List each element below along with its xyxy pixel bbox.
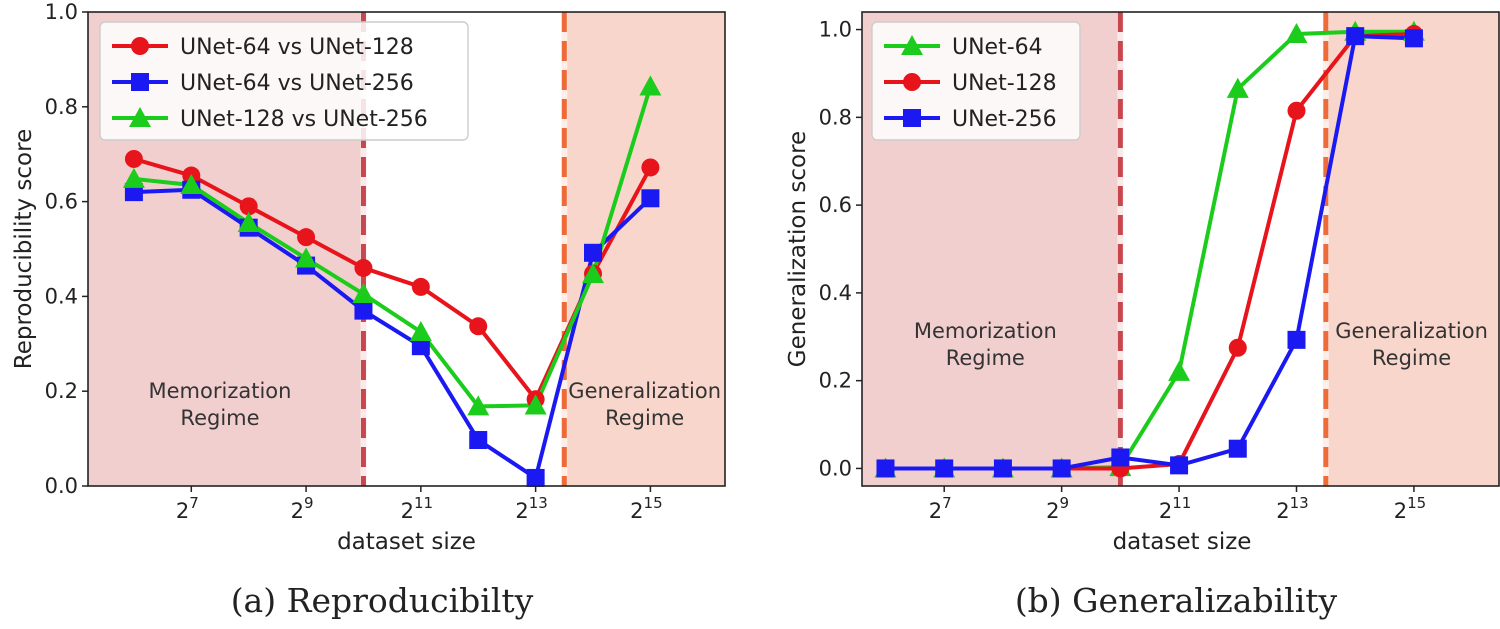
y-axis-label: Generalization score xyxy=(785,131,811,367)
data-point xyxy=(469,431,488,450)
data-point xyxy=(467,395,490,416)
data-point xyxy=(124,149,143,168)
data-point xyxy=(1404,29,1423,48)
data-point xyxy=(411,277,430,296)
memorization-label-line1: Memorization xyxy=(914,319,1057,343)
axes-frame xyxy=(87,11,726,487)
memorization-label-line2: Regime xyxy=(180,406,259,430)
data-point xyxy=(1170,456,1189,475)
y-tick-label: 0.0 xyxy=(819,456,852,480)
generalizability-chart: Memorization Regime Generalization Regime 0.… xyxy=(785,11,1500,620)
legend-label: UNet-128 vs UNet-256 xyxy=(180,107,428,132)
y-axis-label: Reproducibility score xyxy=(11,129,37,369)
x-tick-label: 213 xyxy=(1276,494,1308,523)
data-point xyxy=(876,459,895,478)
data-point xyxy=(469,317,488,336)
data-point xyxy=(639,75,662,96)
data-point xyxy=(524,394,547,415)
data-point xyxy=(1228,439,1247,458)
y-tick-label: 0.2 xyxy=(819,369,852,393)
chart-caption: (a) Reproducibilty xyxy=(231,581,534,620)
x-tick-label: 213 xyxy=(515,494,547,523)
data-point xyxy=(1228,338,1247,357)
series-line xyxy=(133,85,653,409)
legend-marker xyxy=(131,37,149,55)
data-point xyxy=(409,320,432,341)
x-tick-label: 27 xyxy=(929,494,952,523)
legend-marker xyxy=(903,109,921,127)
y-tick-label: 0.6 xyxy=(819,193,852,217)
x-axis-label: dataset size xyxy=(337,529,476,555)
x-axis-label: dataset size xyxy=(1113,529,1252,555)
y-tick-label: 0.0 xyxy=(45,474,78,498)
data-point xyxy=(354,258,373,277)
y-tick-label: 0.8 xyxy=(819,105,852,129)
y-tick-label: 0.4 xyxy=(45,284,78,308)
y-tick-label: 1.0 xyxy=(45,0,78,24)
x-tick-label: 211 xyxy=(1159,494,1191,523)
memorization-label-line2: Regime xyxy=(946,346,1025,370)
legend-label: UNet-256 xyxy=(952,107,1057,132)
legend-box xyxy=(871,21,1081,141)
legend-box xyxy=(99,21,469,141)
x-tick-label: 27 xyxy=(176,494,199,523)
data-point xyxy=(1287,101,1306,120)
reproducibility-chart: Memorization Regime Generalization Regime 0.… xyxy=(11,0,726,620)
data-point xyxy=(1168,360,1191,381)
legend-label: UNet-64 xyxy=(952,35,1043,60)
data-point xyxy=(411,337,430,356)
data-point xyxy=(295,247,318,268)
legend-label: UNet-64 vs UNet-128 xyxy=(180,35,414,60)
legend-label: UNet-64 vs UNet-256 xyxy=(180,71,414,96)
generalization-label-line2: Regime xyxy=(1372,346,1451,370)
legend-marker xyxy=(129,107,151,128)
y-tick-label: 0.8 xyxy=(45,95,78,119)
generalization-label-line2: Regime xyxy=(605,406,684,430)
legend-label: UNet-128 xyxy=(952,71,1057,96)
data-point xyxy=(1226,77,1249,98)
chart-caption: (b) Generalizability xyxy=(1015,581,1338,620)
data-point xyxy=(352,283,375,304)
generalization-region xyxy=(1325,12,1499,486)
data-point xyxy=(584,243,603,262)
series-line xyxy=(133,187,652,480)
data-point xyxy=(122,167,145,188)
legend-marker xyxy=(901,35,923,56)
y-tick-label: 0.6 xyxy=(45,190,78,214)
data-point xyxy=(1052,459,1071,478)
data-point xyxy=(297,228,316,247)
data-point xyxy=(1287,330,1306,349)
generalization-label-line1: Generalization xyxy=(568,379,721,403)
x-tick-label: 215 xyxy=(1394,494,1426,523)
data-point xyxy=(239,197,258,216)
legend-marker xyxy=(131,73,149,91)
series-line xyxy=(885,34,1415,471)
data-point xyxy=(1285,22,1308,43)
data-point xyxy=(237,211,260,232)
legend-marker xyxy=(903,73,921,91)
data-point xyxy=(993,459,1012,478)
data-point xyxy=(582,263,605,284)
data-point xyxy=(1111,448,1130,467)
y-tick-label: 0.4 xyxy=(819,281,852,305)
data-point xyxy=(526,468,545,487)
data-point xyxy=(641,189,660,208)
data-point xyxy=(354,301,373,320)
data-point xyxy=(935,459,954,478)
y-tick-label: 0.2 xyxy=(45,379,78,403)
generalization-label-line1: Generalization xyxy=(1335,319,1488,343)
memorization-label-line1: Memorization xyxy=(149,379,292,403)
axes-frame xyxy=(861,11,1500,487)
data-point xyxy=(180,174,203,195)
x-tick-label: 29 xyxy=(291,494,314,523)
x-tick-label: 29 xyxy=(1046,494,1069,523)
data-point xyxy=(1346,27,1365,46)
data-point xyxy=(641,158,660,177)
y-tick-label: 1.0 xyxy=(819,18,852,42)
x-tick-label: 211 xyxy=(401,494,433,523)
x-tick-label: 215 xyxy=(630,494,662,523)
